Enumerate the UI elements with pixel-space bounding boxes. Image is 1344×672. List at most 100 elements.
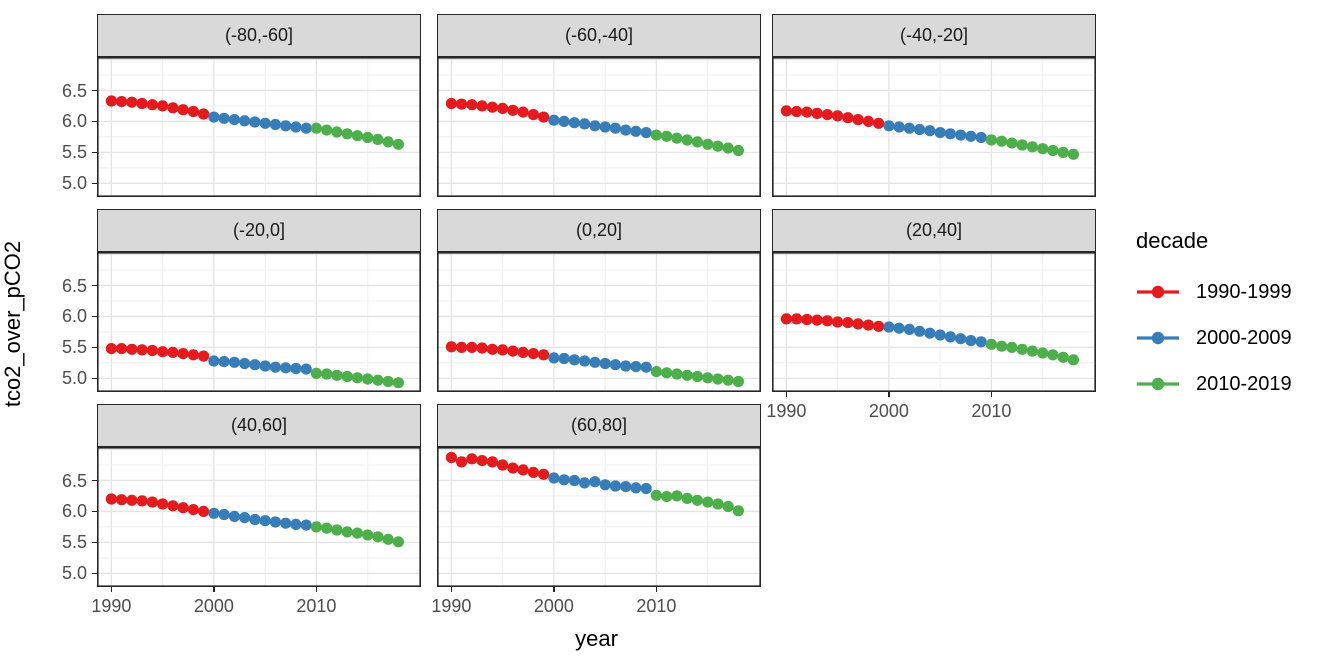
data-point [290, 518, 302, 530]
data-point [832, 110, 844, 122]
legend-key-icon [1137, 285, 1179, 299]
data-point [476, 342, 488, 354]
data-point [852, 114, 864, 126]
data-point [362, 373, 374, 385]
data-point [239, 512, 251, 524]
data-point [300, 519, 312, 531]
data-point [702, 138, 714, 150]
y-tick-label: 5.5 [61, 532, 87, 553]
data-point [1057, 351, 1069, 363]
y-axis-tick [92, 479, 97, 482]
data-point [126, 96, 138, 108]
data-point [198, 350, 210, 362]
x-axis-tick [315, 587, 318, 592]
legend-entry: 2010-2019 [1136, 372, 1292, 396]
data-point [331, 524, 343, 536]
data-point [341, 526, 353, 538]
data-point [791, 313, 803, 325]
data-points [445, 341, 744, 388]
data-point [873, 117, 885, 129]
data-point [832, 316, 844, 328]
data-point [456, 98, 468, 110]
data-points [105, 493, 404, 548]
legend-entry-label: 2000-2009 [1196, 326, 1292, 349]
data-point [331, 369, 343, 381]
legend-entry-label: 1990-1999 [1196, 280, 1292, 303]
data-point [136, 495, 148, 507]
data-point [218, 112, 230, 124]
data-point [341, 128, 353, 140]
data-point [1047, 349, 1059, 361]
data-point [362, 131, 374, 144]
data-point [985, 338, 997, 350]
data-point [187, 349, 199, 361]
facet-panel [97, 447, 421, 587]
legend-key-icon [1137, 377, 1179, 391]
data-point [934, 127, 946, 139]
data-point [801, 106, 813, 118]
data-point [630, 482, 642, 494]
data-point [105, 493, 117, 505]
data-point [497, 102, 509, 114]
facet-strip-label: (60,80] [570, 415, 628, 435]
data-point [691, 136, 703, 148]
y-tick-label: 6.5 [61, 470, 87, 491]
data-point [538, 468, 550, 480]
data-point [300, 363, 312, 375]
data-point [640, 482, 652, 495]
data-point [650, 129, 662, 141]
data-point [157, 498, 169, 510]
facet-strip-label: (-80,-60] [224, 25, 294, 45]
data-point [146, 496, 158, 508]
data-point [105, 95, 117, 107]
data-point [681, 134, 693, 146]
data-point [259, 515, 271, 527]
data-point [392, 536, 404, 548]
data-point [691, 494, 703, 506]
data-point [1037, 143, 1049, 155]
data-point [146, 99, 158, 111]
y-tick-label: 5.5 [61, 142, 87, 163]
y-tick-label: 6.0 [61, 501, 87, 522]
data-point [372, 531, 384, 543]
data-point [146, 344, 158, 357]
data-point [239, 115, 251, 127]
panel-plot [97, 57, 421, 197]
data-points [445, 451, 744, 517]
y-axis-tick [92, 120, 97, 123]
facet-strip: (20,40] [772, 209, 1096, 252]
data-point [1026, 345, 1038, 357]
data-point [116, 343, 128, 355]
y-axis-tick [92, 151, 97, 154]
data-point [476, 100, 488, 112]
data-point [167, 102, 179, 114]
legend-entry-label: 2010-2019 [1196, 372, 1292, 395]
facet-panel [772, 252, 1096, 392]
data-point [527, 466, 539, 478]
data-point [661, 491, 673, 503]
data-point [198, 108, 210, 120]
data-point [996, 340, 1008, 352]
y-axis-title: tco2_over_pCO2 [0, 240, 25, 408]
data-point [259, 117, 271, 129]
data-point [1006, 341, 1018, 353]
data-point [321, 124, 333, 136]
data-point [372, 133, 384, 145]
data-points [780, 313, 1079, 366]
x-axis-tick [888, 392, 890, 397]
data-point [157, 100, 169, 112]
data-point [934, 329, 946, 341]
facet-panel [437, 57, 761, 197]
data-point [1006, 137, 1018, 149]
x-tick-label: 2010 [296, 596, 337, 616]
data-point [382, 375, 394, 388]
data-point [640, 127, 652, 139]
y-tick-label: 6.5 [61, 275, 87, 296]
y-axis-tick [92, 284, 97, 287]
data-point [310, 122, 322, 134]
data-point [392, 138, 404, 150]
data-point [975, 336, 987, 348]
data-point [239, 357, 251, 370]
x-tick-label: 1990 [91, 596, 132, 616]
data-point [116, 494, 128, 506]
